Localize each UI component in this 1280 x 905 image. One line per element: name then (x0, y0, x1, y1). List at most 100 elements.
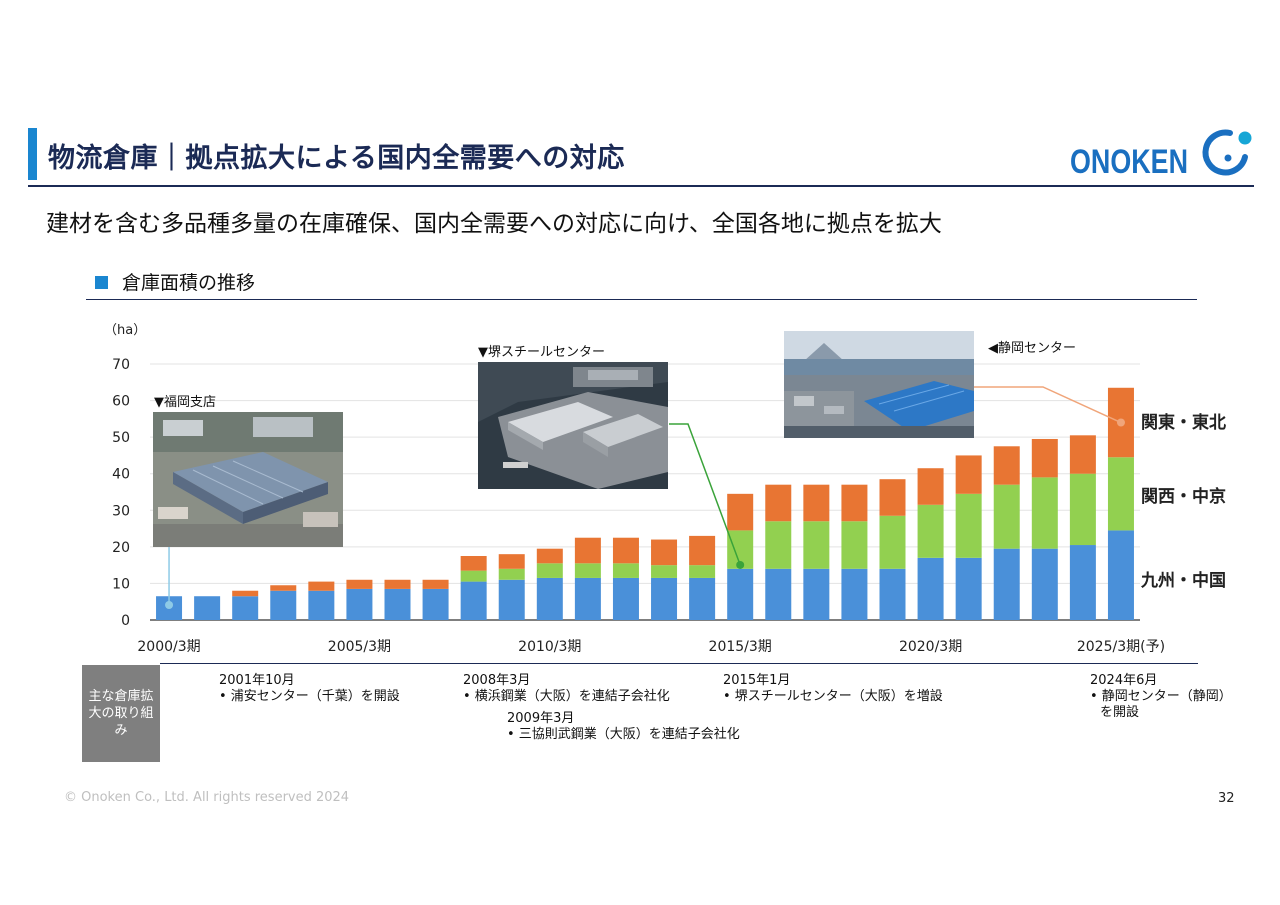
bar-segment (1069, 435, 1096, 474)
event-text: • 静岡センター（静岡） (1090, 689, 1232, 704)
bar-segment (765, 521, 792, 569)
bar-segment (993, 548, 1020, 620)
event-text: • 横浜鋼業（大阪）を連結子会社化 (463, 689, 670, 704)
timeline-rule (160, 663, 1198, 664)
bar-segment (536, 563, 563, 578)
bar-segment (917, 468, 944, 505)
bar-segment (993, 446, 1020, 485)
bar-segment (651, 565, 678, 578)
bar-segment (574, 537, 601, 564)
bar-segment (1031, 477, 1058, 549)
connector-shizuoka (974, 386, 1122, 424)
photo-label-fukuoka: ▼福岡支店 (154, 395, 216, 410)
connector-dot-sakai (736, 560, 745, 569)
photo-label-sakai: ▼堺スチールセンター (478, 345, 605, 360)
y-tick-label: 40 (112, 467, 130, 483)
y-unit-label: （ha） (104, 323, 146, 338)
bar-segment (1069, 473, 1096, 546)
bar-segment (308, 581, 335, 591)
bar-segment (651, 577, 678, 620)
efforts-label: 主な倉庫拡大の取り組み (88, 689, 154, 738)
onoken-logo: ONOKEN (1070, 127, 1255, 181)
bar-segment (536, 548, 563, 564)
connector-dot-shizuoka (1116, 418, 1125, 427)
section-rule (86, 299, 1197, 300)
event-date: 2009年3月 (507, 711, 575, 726)
bar-segment (612, 577, 639, 620)
bar-segment (498, 554, 525, 569)
bar-segment (460, 556, 487, 571)
bar-segment (803, 568, 830, 620)
bar-segment (1107, 457, 1134, 531)
bar-segment (536, 577, 563, 620)
y-tick-label: 20 (112, 540, 130, 556)
bar-segment (689, 535, 716, 566)
event-date: 2015年1月 (723, 673, 791, 688)
photo-fukuoka-branch (153, 412, 343, 547)
bar-segment (803, 484, 830, 522)
bar-segment (498, 579, 525, 620)
connector-sakai (669, 423, 741, 566)
bar-segment (232, 596, 259, 620)
bar-segment (498, 568, 525, 580)
bar-segment (232, 590, 259, 597)
photo-label-shizuoka: ◀静岡センター (988, 341, 1076, 356)
bar-segment (1069, 545, 1096, 620)
photo-shizuoka-center (784, 331, 974, 438)
bar-segment (612, 537, 639, 564)
page-number: 32 (1218, 791, 1235, 806)
x-tick-label: 2005/3期 (328, 639, 391, 655)
y-tick-label: 70 (112, 357, 130, 373)
bar-segment (955, 557, 982, 620)
page-title: 物流倉庫｜拠点拡大による国内全需要への対応 (48, 143, 625, 174)
bar-segment (879, 515, 906, 569)
bar-segment (384, 579, 411, 589)
event-text-cont: を開設 (1100, 705, 1140, 720)
photo-sakai-steel-center (478, 362, 668, 489)
bar-segment (270, 585, 297, 591)
y-tick-label: 10 (112, 576, 130, 592)
bar-segment (1031, 438, 1058, 478)
bar-segment (308, 590, 335, 620)
event-text: • 堺スチールセンター（大阪）を増設 (723, 689, 943, 704)
bar-segment (460, 581, 487, 620)
region-label-kyushu-chugoku: 九州・中国 (1141, 571, 1226, 591)
y-tick-label: 50 (112, 430, 130, 446)
event-2015: 2015年1月 • 堺スチールセンター（大阪）を増設 (723, 673, 943, 705)
bar-segment (803, 521, 830, 569)
section-title: 倉庫面積の推移 (122, 272, 256, 294)
x-tick-label: 2000/3期 (137, 639, 200, 655)
region-label-kansai-chukyo: 関西・中京 (1141, 487, 1226, 507)
bar-segment (1031, 548, 1058, 620)
header-rule (28, 185, 1254, 187)
bar-segment (727, 568, 754, 620)
bar-segment (346, 579, 373, 589)
bar-segment (765, 568, 792, 620)
bar-segment (993, 484, 1020, 549)
bar-segment (917, 557, 944, 620)
bar-segment (612, 563, 639, 578)
bar-segment (841, 484, 868, 522)
event-2008: 2008年3月 • 横浜鋼業（大阪）を連結子会社化 (463, 673, 670, 705)
bar-segment (1107, 530, 1134, 620)
event-2024: 2024年6月 • 静岡センター（静岡） を開設 (1090, 673, 1232, 721)
event-2001: 2001年10月 • 浦安センター（千葉）を開設 (219, 673, 400, 705)
bar-segment (574, 577, 601, 620)
y-tick-label: 60 (112, 394, 130, 410)
bar-segment (422, 588, 449, 620)
copyright: © Onoken Co., Ltd. All rights reserved 2… (64, 790, 350, 805)
connector-dot-fukuoka (165, 601, 174, 609)
x-tick-label: 2025/3期(予) (1077, 639, 1165, 655)
bar-segment (651, 539, 678, 566)
bar-segment (384, 588, 411, 620)
event-date: 2001年10月 (219, 673, 295, 688)
bar-segment (955, 493, 982, 558)
bar-segment (765, 484, 792, 522)
section-marker (95, 276, 108, 289)
event-date: 2008年3月 (463, 673, 531, 688)
bar-segment (270, 590, 297, 620)
event-date: 2024年6月 (1090, 673, 1158, 688)
event-text: • 三協則武鋼業（大阪）を連結子会社化 (507, 727, 740, 742)
x-tick-label: 2010/3期 (518, 639, 581, 655)
